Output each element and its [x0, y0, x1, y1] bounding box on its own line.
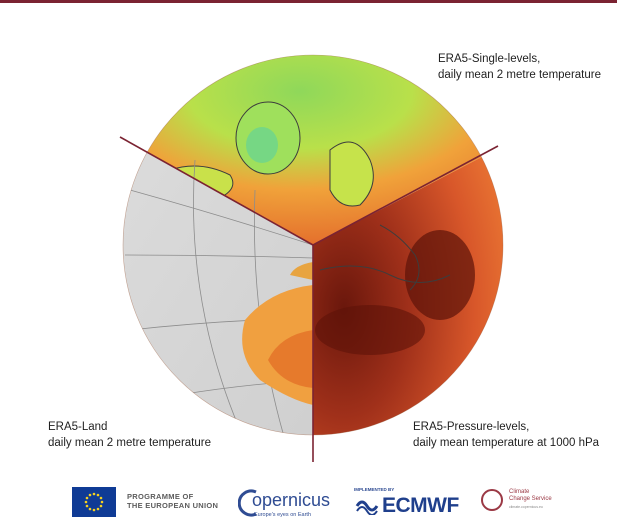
caption-land: ERA5-Land daily mean 2 metre temperature	[48, 419, 211, 451]
caption-pressure-levels: ERA5-Pressure-levels, daily mean tempera…	[413, 419, 599, 451]
eu-flag-logo	[72, 487, 116, 517]
caption-land-line1: ERA5-Land	[48, 421, 108, 433]
caption-pressure-levels-line1: ERA5-Pressure-levels,	[413, 421, 530, 433]
c3s-line1: Climate	[509, 489, 530, 495]
caption-land-line2: daily mean 2 metre temperature	[48, 437, 211, 449]
top-accent-bar	[0, 0, 617, 3]
c3s-text: Climate Change Service	[509, 489, 552, 503]
logo-row: PROGRAMME OF THE EUROPEAN UNION opernicu…	[0, 480, 617, 524]
ecmwf-implemented-by: IMPLEMENTED BY	[354, 487, 395, 492]
caption-single-levels-line1: ERA5-Single-levels,	[438, 53, 541, 65]
ecmwf-logo: IMPLEMENTED BY ECMWF	[352, 487, 462, 521]
sector-single-levels	[123, 55, 503, 245]
eu-text-line1: PROGRAMME OF	[127, 492, 194, 501]
c3s-thermometer-icon	[481, 489, 503, 511]
copernicus-logo: opernicus Europe's eyes on Earth	[236, 486, 330, 520]
c3s-line2: Change Service	[509, 496, 552, 502]
ecmwf-wordmark: ECMWF	[382, 494, 459, 517]
divider-line-right	[312, 145, 499, 246]
eu-programme-text: PROGRAMME OF THE EUROPEAN UNION	[127, 492, 218, 510]
copernicus-c-icon	[238, 489, 257, 517]
divider-line-left	[119, 136, 314, 246]
caption-single-levels: ERA5-Single-levels, daily mean 2 metre t…	[438, 51, 601, 83]
globe-figure	[119, 54, 504, 462]
copernicus-tagline: Europe's eyes on Earth	[254, 512, 312, 518]
c3s-url: climate.copernicus.eu	[509, 505, 543, 509]
copernicus-wordmark: opernicus	[252, 490, 331, 510]
caption-pressure-levels-line2: daily mean temperature at 1000 hPa	[413, 437, 600, 449]
caption-single-levels-line2: daily mean 2 metre temperature	[438, 69, 601, 81]
ecmwf-swirl-icon	[355, 500, 379, 515]
c3s-logo: Climate Change Service climate.copernicu…	[481, 487, 561, 521]
eu-text-line2: THE EUROPEAN UNION	[127, 501, 219, 510]
